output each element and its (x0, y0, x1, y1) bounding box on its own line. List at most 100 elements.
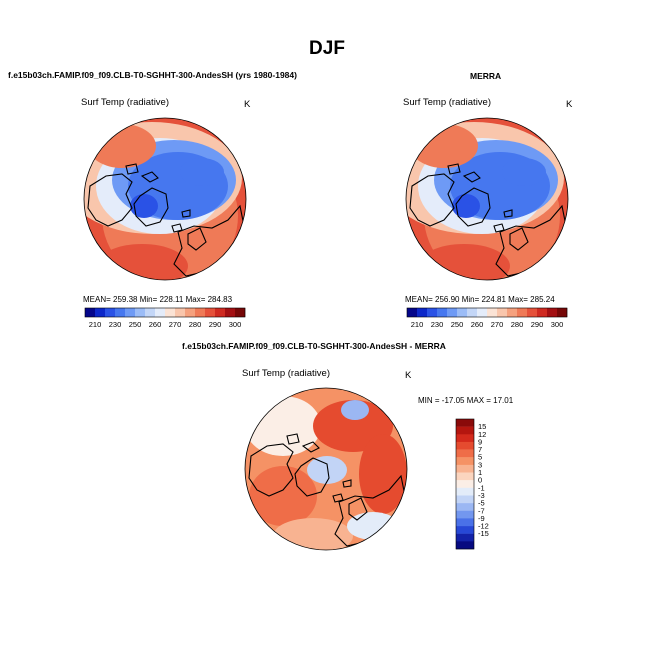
map-border (83, 117, 247, 281)
coastline (455, 187, 491, 227)
map-model (83, 117, 247, 281)
colorbar-obs-swatch (477, 308, 488, 317)
field-region (418, 244, 510, 280)
colorbar-model-tick-label: 250 (129, 320, 142, 329)
map-border (405, 117, 569, 281)
panel-model-header: f.e15b03ch.FAMIP.f09_f09.CLB-T0-SGHHT-30… (8, 70, 297, 80)
colorbar-obs-tick-label: 270 (491, 320, 504, 329)
colorbar-model-tick-label: 300 (229, 320, 242, 329)
colorbar-model-tick-label: 280 (189, 320, 202, 329)
colorbar-obs-swatch (437, 308, 448, 317)
colorbar-diff-swatch (456, 457, 474, 466)
coastline (187, 227, 207, 251)
colorbar-diff-swatch (456, 487, 474, 496)
field-region (180, 158, 224, 186)
colorbar-obs-swatch (467, 308, 478, 317)
colorbar-diff-swatch (456, 426, 474, 435)
panel-obs-stats: MEAN= 256.90 Min= 224.81 Max= 285.24 (405, 295, 555, 304)
colorbar-obs-swatch (547, 308, 558, 317)
map-border (244, 387, 408, 551)
colorbar-model-tick-label: 270 (169, 320, 182, 329)
colorbar-diff-swatch (456, 472, 474, 481)
coastline (301, 441, 320, 453)
colorbar-diff-tick-label: 5 (478, 453, 482, 462)
coastline (503, 209, 513, 218)
colorbar-diff-swatch (456, 434, 474, 443)
colorbar-diff-swatch (456, 419, 474, 427)
colorbar-obs-tick-label: 300 (551, 320, 564, 329)
coastline (125, 163, 139, 175)
colorbar-obs-tick-label: 290 (531, 320, 544, 329)
coastline (171, 223, 183, 233)
colorbar-model-tick-label: 230 (109, 320, 122, 329)
coastline (286, 433, 300, 445)
colorbar-obs-swatch (407, 308, 418, 317)
panel-model-units: K (244, 99, 251, 110)
colorbar-obs-swatch (517, 308, 528, 317)
coastline (248, 443, 294, 497)
colorbar-obs-tick-label: 260 (471, 320, 484, 329)
colorbar-model-tick-label: 290 (209, 320, 222, 329)
colorbar-obs-tick-label: 210 (411, 320, 424, 329)
field-region (347, 512, 399, 540)
colorbar-model-swatch (105, 308, 116, 317)
panel-obs-variable: Surf Temp (radiative) (403, 97, 491, 108)
field-region (96, 244, 188, 280)
colorbar-obs-swatch (447, 308, 458, 317)
colorbar-diff-swatch (456, 526, 474, 534)
colorbar-diff-tick-label: -9 (478, 514, 485, 523)
panel-obs-header: MERRA (470, 71, 502, 81)
colorbar-model-tick-label: 260 (149, 320, 162, 329)
colorbar-obs-swatch (557, 308, 568, 317)
coastline (332, 493, 344, 503)
map-obs (405, 117, 569, 281)
coastline (140, 171, 159, 183)
panel-model-variable: Surf Temp (radiative) (81, 97, 169, 108)
colorbar-diff-swatch (456, 533, 474, 542)
colorbar-obs-swatch (487, 308, 498, 317)
colorbar-obs-tick-label: 280 (511, 320, 524, 329)
colorbar-model-swatch (125, 308, 136, 317)
colorbar-diff-tick-label: -7 (478, 506, 485, 515)
field-region (502, 158, 546, 186)
coastline (509, 227, 529, 251)
colorbar-diff-swatch (456, 464, 474, 473)
colorbar-diff-swatch (456, 480, 474, 489)
colorbar-diff-tick-label: -5 (478, 499, 485, 508)
colorbar-diff-swatch (456, 510, 474, 519)
coastline (493, 223, 505, 233)
coastline (462, 171, 481, 183)
coastline (348, 497, 368, 521)
colorbar-model-swatch (225, 308, 236, 317)
panel-obs-units: K (566, 99, 573, 110)
panel-diff-variable: Surf Temp (radiative) (242, 368, 330, 379)
colorbar-diff-tick-label: -12 (478, 522, 489, 531)
colorbar-model-swatch (85, 308, 96, 317)
colorbar-model-frame (84, 307, 246, 318)
colorbar-diff-tick-label: -1 (478, 483, 485, 492)
colorbar-diff-tick-label: 0 (478, 476, 482, 485)
panel-diff-stats: MIN = -17.05 MAX = 17.01 (418, 396, 514, 405)
colorbar-diff-tick-label: 12 (478, 430, 486, 439)
field-region (249, 466, 317, 526)
colorbar-diff-tick-label: 7 (478, 445, 482, 454)
colorbar-diff-tick-label: 1 (478, 468, 482, 477)
colorbar-diff-tick-label: -15 (478, 529, 489, 538)
colorbar-diff-tick-label: 15 (478, 422, 486, 431)
colorbar-model-swatch (145, 308, 156, 317)
colorbar-model-swatch (235, 308, 246, 317)
colorbar-model-swatch (205, 308, 216, 317)
colorbar-obs-swatch (527, 308, 538, 317)
colorbar-obs-frame (406, 307, 568, 318)
colorbar-diff-tick-label: 3 (478, 460, 482, 469)
coastline (87, 173, 133, 227)
colorbar-diff-frame (455, 418, 475, 550)
colorbar-diff-tick-label: 9 (478, 437, 482, 446)
colorbar-model: 210 230 250 260 270 280 290 300 (84, 307, 246, 329)
colorbar-obs-tick-label: 250 (451, 320, 464, 329)
coastline (447, 163, 461, 175)
coastline (133, 187, 169, 227)
colorbar-diff-swatch (456, 441, 474, 450)
field-region (307, 456, 347, 484)
field-region (245, 396, 321, 456)
